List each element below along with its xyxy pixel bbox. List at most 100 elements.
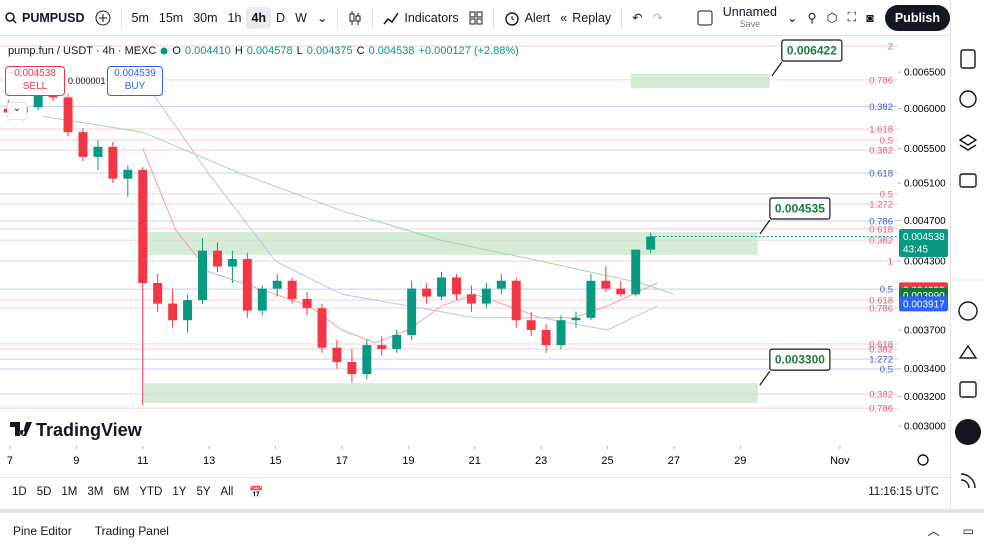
timeframe[interactable]: 4h: [246, 6, 272, 29]
y-tick-label: 0.003400: [904, 364, 946, 375]
alert-label: Alert: [524, 10, 551, 25]
price-badge: [899, 296, 948, 312]
y-tick-label: 0.003200: [904, 392, 946, 403]
timeframe[interactable]: 15m: [158, 10, 184, 25]
price-badge-label: 0.003917: [903, 299, 945, 310]
layout-status: Save: [739, 18, 761, 29]
logo: TradingView: [36, 420, 143, 440]
candle-body: [63, 97, 73, 133]
low-label: L: [296, 45, 303, 57]
panel-tab[interactable]: Trading Panel: [94, 523, 169, 538]
range-button[interactable]: 6M: [113, 486, 130, 498]
separator: [621, 7, 623, 28]
range-button[interactable]: 1D: [12, 486, 27, 498]
snapshot-button[interactable]: ◙: [866, 10, 874, 25]
range-button[interactable]: 5Y: [196, 486, 211, 498]
toolbar: PUMPUSD 5m 15m 30m 1h 4h D W ⌄ Indicators Aler…: [0, 0, 950, 36]
candle-body: [272, 280, 282, 289]
range-button[interactable]: YTD: [139, 486, 163, 498]
separator: [372, 7, 374, 28]
timeframe-menu[interactable]: ⌄: [316, 11, 328, 25]
templates-button[interactable]: [464, 7, 488, 29]
moving-average: [142, 78, 658, 331]
candle-body: [317, 308, 327, 348]
grid-icon: [469, 11, 483, 24]
y-tick-label: 0.006000: [904, 104, 946, 115]
fullscreen-button[interactable]: ⛶: [847, 10, 857, 24]
layout-name[interactable]: Unnamed Save: [718, 2, 782, 34]
x-tick-label: Nov: [830, 455, 850, 467]
low-value: 0.004375: [306, 45, 353, 57]
alert-button[interactable]: Alert: [499, 6, 556, 30]
timeframe[interactable]: D: [276, 10, 286, 25]
candle-body: [123, 169, 133, 179]
status-dot: [160, 47, 168, 55]
timeframe[interactable]: W: [295, 10, 307, 25]
sell-button[interactable]: 0.004538 SELL: [5, 66, 65, 96]
undo-button[interactable]: ↶: [632, 11, 643, 25]
search-icon: [5, 11, 17, 24]
candle-icon: [349, 10, 361, 25]
settings-button[interactable]: ⬡: [826, 11, 838, 25]
candle-body: [347, 362, 357, 375]
range-button[interactable]: 1M: [61, 486, 78, 498]
layout-checkbox[interactable]: [692, 6, 718, 30]
zone: [144, 232, 758, 256]
collapse-button[interactable]: ⌄: [7, 102, 27, 120]
candle-body: [93, 146, 103, 157]
range-button[interactable]: 1Y: [172, 486, 187, 498]
fib-label: 1.618: [869, 124, 893, 135]
date-range-button[interactable]: 📅: [249, 487, 264, 499]
y-tick-label: 0.004300: [904, 257, 946, 268]
fib-label: 0.786: [869, 304, 893, 315]
candle-body: [541, 330, 551, 346]
candle-body: [526, 320, 536, 331]
candle-body: [78, 132, 88, 157]
chart-type[interactable]: [343, 6, 367, 30]
zone: [144, 383, 758, 404]
range-button[interactable]: 5D: [36, 486, 52, 498]
spread: 0.000001: [68, 76, 106, 86]
y-tick-label: 0.003700: [904, 326, 946, 337]
maximize-panel[interactable]: ▭: [962, 523, 974, 538]
candle-body: [496, 280, 506, 289]
fib-label: 1: [888, 256, 893, 267]
compare-button[interactable]: [90, 6, 116, 30]
timeframe[interactable]: 5m: [131, 10, 149, 25]
fib-label: 0.786: [869, 404, 893, 415]
candle-body: [377, 345, 387, 349]
candle-body: [466, 294, 476, 304]
candle-body: [332, 347, 342, 363]
range-button[interactable]: All: [220, 486, 234, 498]
collapse-panel[interactable]: ︿: [927, 524, 940, 538]
layout-menu[interactable]: ⌄: [786, 11, 798, 25]
indicators-button[interactable]: Indicators: [378, 6, 463, 30]
range-button[interactable]: 3M: [87, 486, 104, 498]
separator: [492, 7, 494, 28]
buy-button[interactable]: 0.004539 BUY: [107, 66, 163, 96]
timeframe[interactable]: 30m: [193, 10, 218, 25]
callout-pointer: [759, 219, 771, 235]
x-tick-label: 7: [7, 455, 13, 467]
logo-mark: [10, 422, 32, 436]
range-bar: 1D 5D 1M 3M 6M YTD 1Y 5Y All 📅 11:16:15 UTC: [0, 477, 950, 506]
redo-button[interactable]: ↷: [652, 11, 664, 25]
open-label: O: [172, 45, 181, 57]
timeframe[interactable]: 1h: [227, 10, 242, 25]
symbol-search[interactable]: PUMPUSD: [0, 7, 90, 29]
quick-search[interactable]: ⚲: [807, 11, 817, 25]
panel-tab[interactable]: Pine Editor: [13, 523, 72, 538]
publish-button[interactable]: Publish: [884, 4, 950, 31]
x-tick-label: 19: [402, 455, 414, 467]
replay-button[interactable]: « Replay: [555, 7, 616, 29]
price-badge: [899, 229, 948, 258]
zone: [630, 73, 770, 89]
fib-label: 0.382: [869, 390, 893, 401]
y-tick-label: 0.003000: [904, 422, 946, 433]
candle-body: [616, 288, 626, 295]
candle-body: [33, 87, 43, 108]
fib-label: 0.382: [869, 236, 893, 247]
x-tick-label: 23: [535, 455, 547, 467]
candle-body: [257, 288, 267, 311]
fib-label: 0.5: [880, 189, 893, 200]
